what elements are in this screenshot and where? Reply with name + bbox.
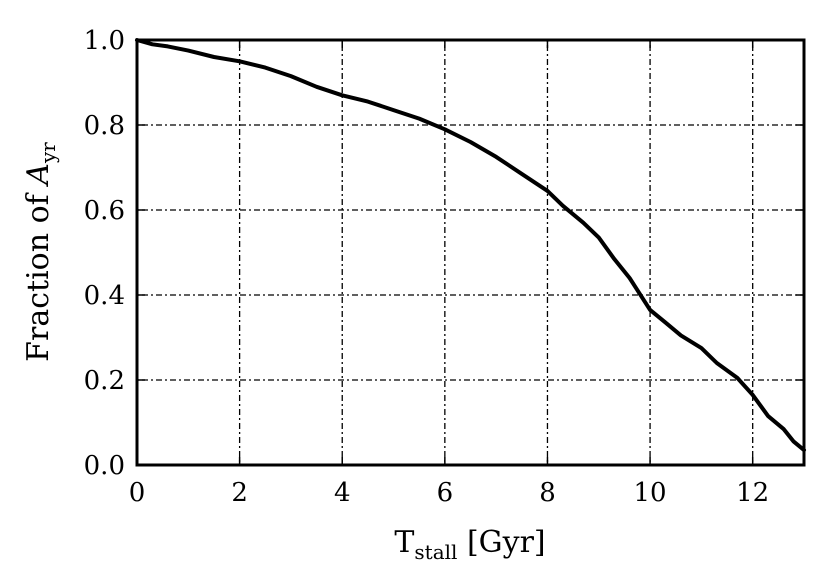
x-tick-label: 6: [437, 478, 454, 508]
y-tick-label: 0.8: [84, 111, 125, 141]
y-tick-label: 0.0: [84, 451, 125, 481]
x-tick-label: 10: [634, 478, 667, 508]
y-tick-label: 0.6: [84, 196, 125, 226]
axis-ticks: [136, 39, 804, 466]
x-tick-label: 12: [736, 478, 769, 508]
x-tick-label: 0: [129, 478, 146, 508]
x-tick-labels: 0 2 4 6 8 10 12: [129, 478, 770, 508]
plot-frame: [135, 38, 806, 467]
x-tick-label: 4: [334, 478, 351, 508]
y-axis-label: Fraction of Ayr: [21, 142, 60, 362]
y-tick-label: 0.2: [84, 366, 125, 396]
x-tick-label: 2: [231, 478, 248, 508]
y-tick-label: 0.4: [84, 281, 125, 311]
series-line-0: [135, 38, 806, 453]
grid-lines: [136, 39, 804, 466]
y-tick-label: 1.0: [84, 26, 125, 56]
x-tick-label: 8: [539, 478, 556, 508]
series-layer: [135, 38, 806, 453]
y-tick-labels: 0.0 0.2 0.4 0.6 0.8 1.0: [84, 26, 125, 481]
x-axis-label: Tstall [Gyr]: [394, 525, 545, 564]
